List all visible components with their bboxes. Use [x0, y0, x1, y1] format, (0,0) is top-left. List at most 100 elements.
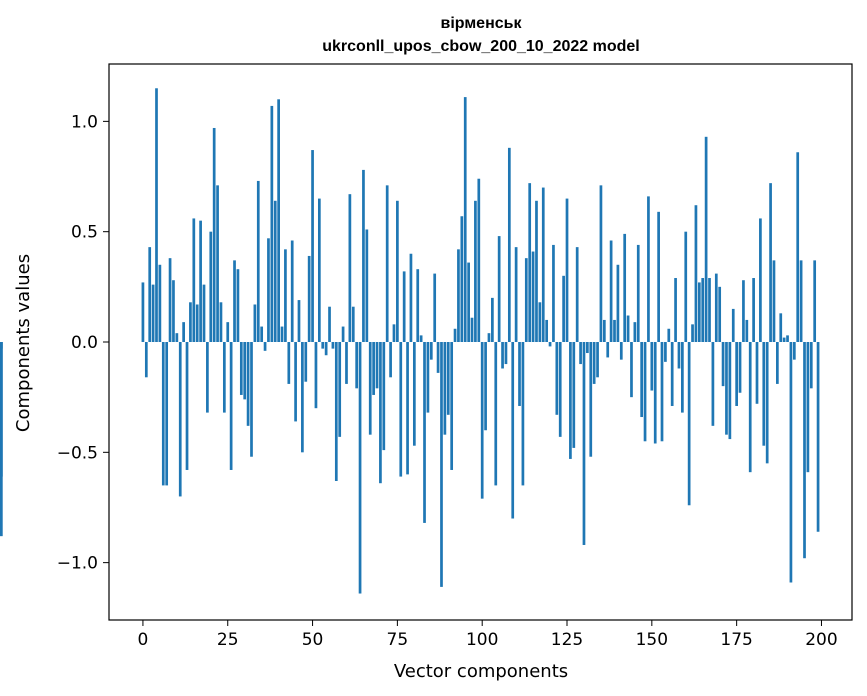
bar-197	[809, 342, 813, 389]
bar-104	[494, 342, 498, 486]
bar-series	[0, 88, 820, 594]
bar-46	[297, 300, 301, 342]
bar-176	[738, 342, 742, 393]
bar-160	[684, 231, 688, 342]
bar-165	[701, 278, 705, 342]
bar-170	[718, 286, 722, 342]
bar-92	[453, 328, 457, 342]
bar-153	[660, 342, 664, 442]
bar-156	[670, 342, 674, 406]
bar-158	[677, 342, 681, 369]
bar-148	[643, 342, 647, 442]
bar-80	[412, 342, 416, 446]
bar-168	[711, 342, 715, 426]
bar-13	[185, 342, 189, 470]
bar-144	[630, 342, 633, 398]
bar-7	[165, 342, 169, 486]
bar-138	[609, 240, 613, 342]
bar-117	[538, 302, 542, 342]
bar-192	[792, 342, 796, 360]
bar-112	[521, 342, 525, 486]
bar-70	[379, 342, 382, 484]
bar-178	[745, 319, 749, 342]
bar-135	[599, 185, 603, 342]
bar-51	[314, 342, 318, 409]
bar-186	[772, 260, 776, 342]
bar-87	[436, 342, 440, 373]
bar-50	[311, 150, 314, 342]
bar-141	[619, 342, 623, 360]
bar-163	[694, 205, 698, 342]
bar-196	[806, 342, 810, 473]
bar-150	[650, 342, 654, 391]
bar-61	[348, 194, 352, 342]
bar-86	[433, 273, 437, 342]
bar-164	[697, 282, 701, 342]
chart-title-line-1: вірменськ	[441, 15, 523, 32]
bar-109	[511, 342, 515, 519]
bar-8	[168, 258, 172, 342]
bar-162	[691, 324, 694, 342]
bar-27	[233, 260, 236, 342]
bar-113	[524, 258, 528, 342]
bar-35	[260, 326, 264, 342]
bar-185	[769, 183, 772, 342]
bar-32	[250, 342, 253, 457]
bar-194	[799, 260, 803, 342]
bar-139	[613, 319, 616, 342]
bar-107	[504, 342, 508, 365]
bar-21	[212, 127, 216, 342]
bar-172	[725, 342, 728, 435]
y-tick-label: −0.5	[57, 443, 98, 463]
bar-73	[389, 342, 392, 378]
bar-179	[748, 342, 752, 473]
bar-63	[355, 342, 359, 389]
bar-181	[755, 342, 759, 404]
bar-142	[623, 233, 627, 342]
bar-0	[141, 282, 145, 342]
bar-149	[647, 196, 650, 342]
bar-182	[759, 218, 762, 342]
bar-4	[155, 88, 158, 343]
bar-37	[267, 238, 270, 342]
bar-54	[324, 342, 328, 356]
bar-145	[633, 322, 637, 342]
bar-59	[341, 326, 345, 342]
bar-16	[195, 304, 199, 342]
bar-19	[206, 342, 209, 413]
bar-119	[545, 319, 549, 342]
bar-55	[328, 306, 331, 342]
bar-94	[460, 216, 464, 342]
bar-136	[602, 319, 606, 342]
bar-79	[409, 253, 413, 342]
bar-15	[192, 218, 196, 342]
bar-177	[742, 280, 745, 342]
bar-85	[429, 342, 433, 360]
bar-24	[222, 342, 226, 413]
y-tick-label: 0.5	[71, 223, 98, 243]
bar-124	[562, 275, 565, 342]
chart-title-line-2: ukrconll_upos_cbow_200_10_2022 model	[322, 38, 639, 55]
bar-199	[816, 342, 820, 532]
bar-74	[392, 324, 396, 342]
bar-28	[236, 269, 240, 342]
bar-125	[565, 198, 569, 342]
bar-26	[229, 342, 233, 470]
bar-140	[616, 264, 620, 342]
bar-39	[273, 200, 277, 342]
bar-29	[239, 342, 243, 395]
bar-33	[253, 304, 257, 342]
bar-96	[467, 262, 470, 342]
bar-105	[497, 236, 501, 342]
bar-57	[334, 342, 338, 481]
bar-42	[284, 249, 287, 342]
bar-143	[626, 315, 630, 342]
x-tick-label: 75	[387, 630, 409, 650]
bar-30	[243, 342, 247, 400]
bar-134	[596, 342, 599, 378]
bar-171	[721, 342, 725, 387]
bar-126	[569, 342, 572, 459]
bar-190	[786, 335, 789, 342]
bar-155	[667, 328, 671, 342]
bar-6	[161, 342, 165, 486]
